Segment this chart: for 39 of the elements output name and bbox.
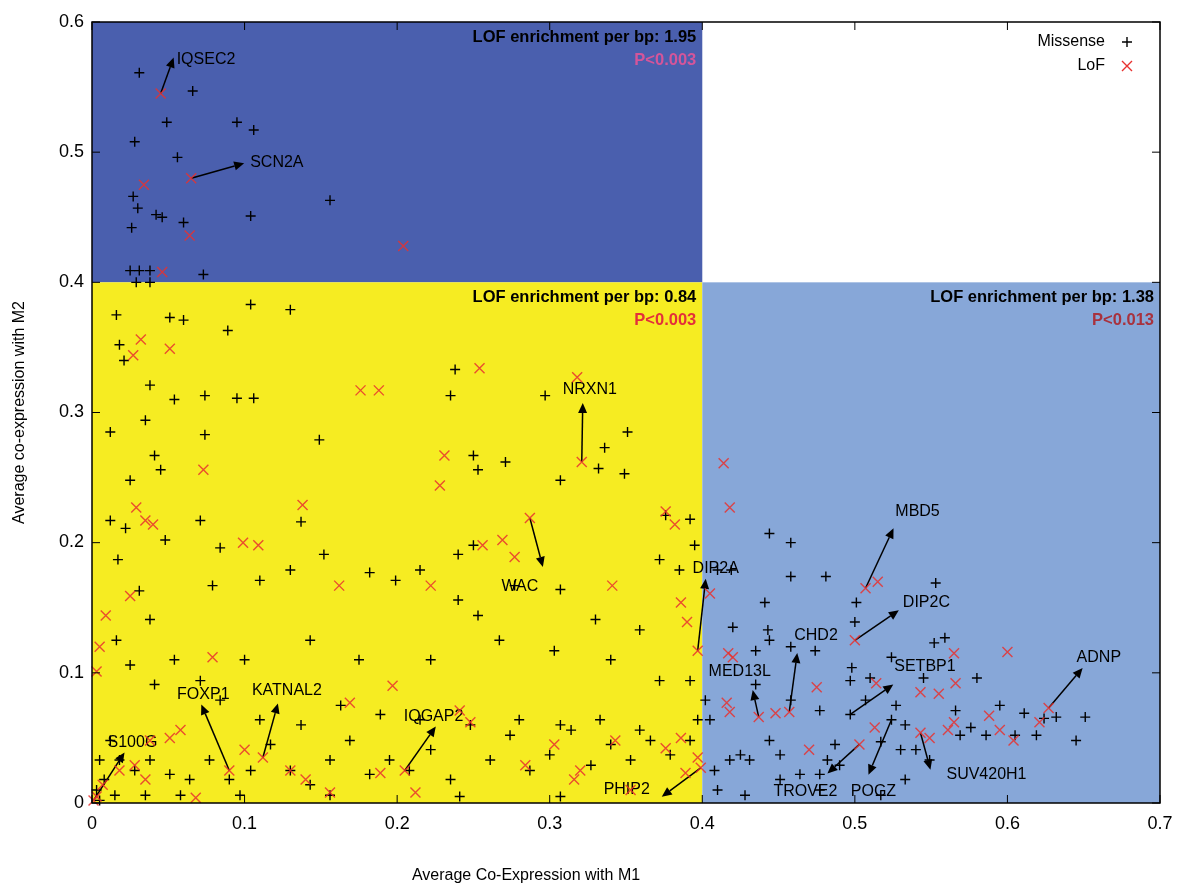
annotation: SETBP1 bbox=[894, 656, 956, 674]
legend-label: LoF bbox=[1077, 56, 1106, 74]
x-tick-label: 0.6 bbox=[994, 813, 1020, 833]
x-tick-label: 0.2 bbox=[384, 813, 410, 833]
annotation: P<0.013 bbox=[1092, 310, 1154, 329]
y-axis-title: Average co-expression with M2 bbox=[10, 300, 27, 524]
annotation: CHD2 bbox=[794, 626, 838, 644]
x-tick-label: 0.3 bbox=[537, 813, 563, 833]
band-label: LOF enrichment per bp: 1.38 bbox=[930, 287, 1154, 306]
y-tick-label: 0.2 bbox=[58, 531, 84, 552]
annotation: IQSEC2 bbox=[176, 49, 236, 67]
band-label: LOF enrichment per bp: 0.84 bbox=[472, 287, 698, 306]
y-tick-label: 0 bbox=[73, 791, 84, 812]
x-tick-label: 0.7 bbox=[1147, 813, 1173, 833]
x-tick-label: 0.1 bbox=[232, 813, 258, 833]
y-tick-label: 0.5 bbox=[58, 140, 84, 161]
annotation: MBD5 bbox=[895, 502, 940, 520]
annotation: KATNAL2 bbox=[251, 680, 322, 698]
annotation: DIP2C bbox=[902, 592, 950, 610]
y-tick-label: 0.4 bbox=[58, 271, 84, 292]
y-tick-label: 0.3 bbox=[58, 401, 84, 422]
annotation: SCN2A bbox=[250, 153, 304, 171]
x-axis-title: Average Co-Expression with M1 bbox=[411, 866, 641, 883]
annotation: POGZ bbox=[850, 781, 897, 799]
annotation: MED13L bbox=[708, 662, 771, 680]
x-tick-label: 0.4 bbox=[689, 813, 715, 833]
x-tick-label: 0.5 bbox=[842, 813, 868, 833]
y-tick-label: 0.6 bbox=[58, 10, 84, 31]
annotation: P<0.003 bbox=[634, 310, 697, 329]
annotation: FOXP1 bbox=[177, 684, 230, 702]
annotation: P<0.003 bbox=[634, 50, 697, 68]
legend-label: Missense bbox=[1037, 32, 1106, 50]
annotation: ADNP bbox=[1076, 648, 1122, 666]
annotation: NRXN1 bbox=[562, 380, 617, 398]
y-tick-label: 0.1 bbox=[58, 661, 84, 682]
band-label: LOF enrichment per bp: 1.95 bbox=[472, 27, 697, 45]
annotation: SUV420H1 bbox=[946, 764, 1027, 782]
annotation: S100G bbox=[107, 732, 158, 750]
x-tick-label: 0 bbox=[86, 813, 98, 833]
